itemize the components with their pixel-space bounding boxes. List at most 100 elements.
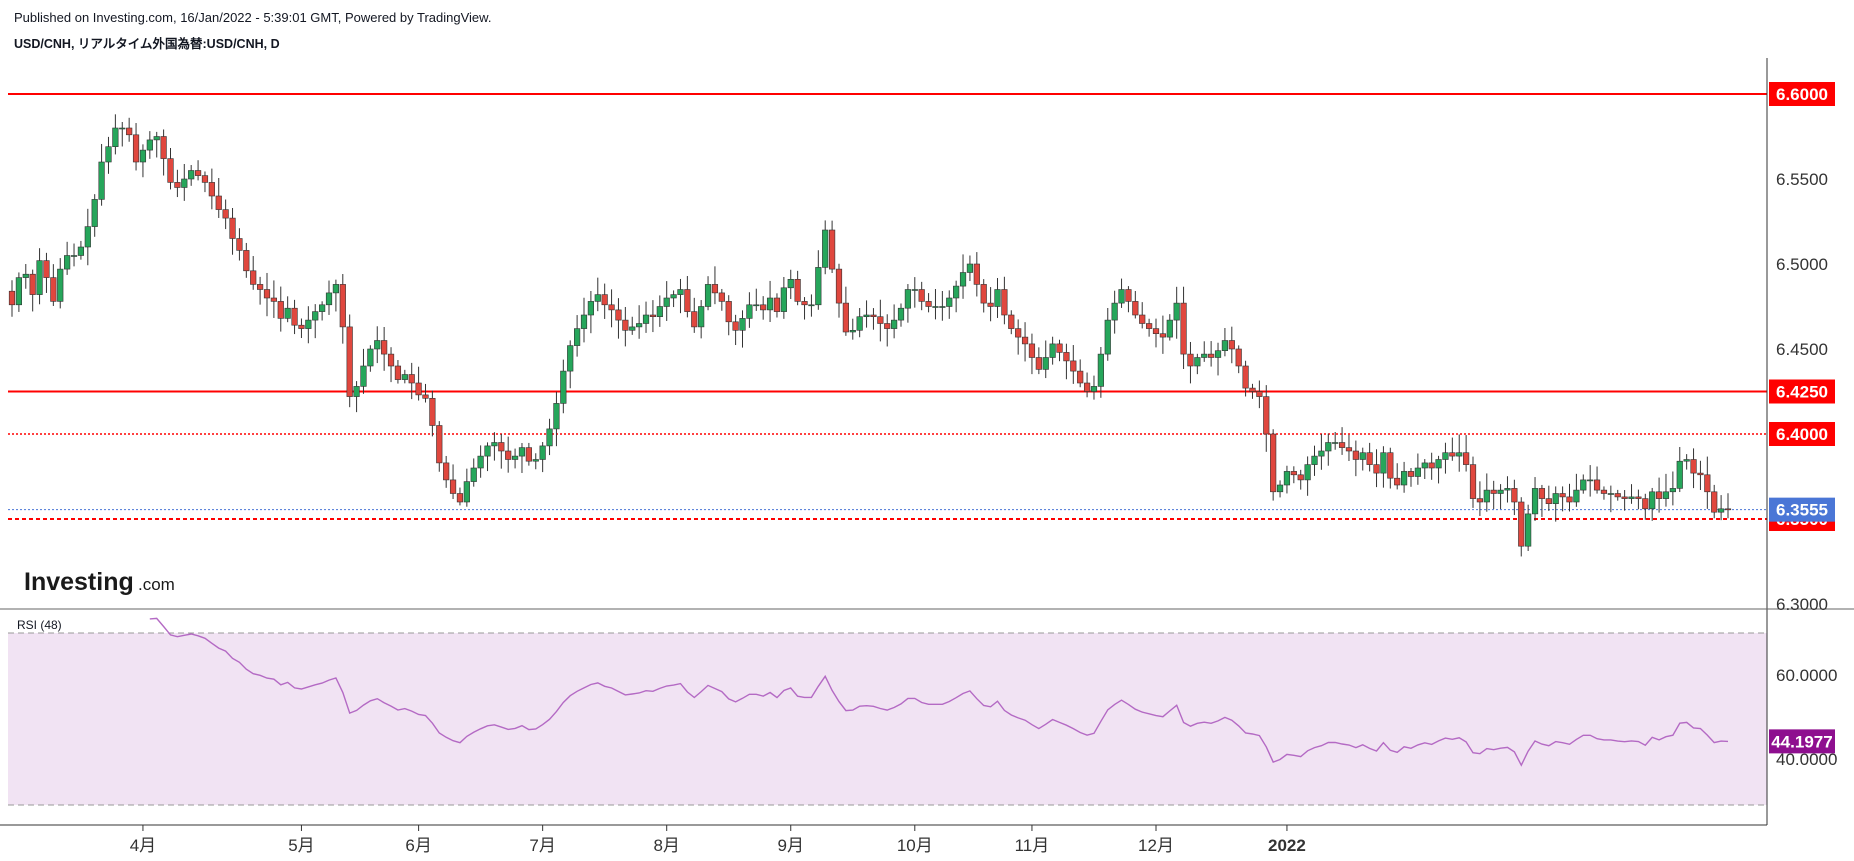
candle [1373,449,1380,488]
candle [870,308,877,330]
candle [1325,433,1332,466]
candle-down-body [1028,343,1036,358]
candle-down-body [718,292,725,302]
candle [132,123,140,171]
price-tag-6.4250-text: 6.4250 [1776,383,1828,402]
candle-up-body [677,289,684,295]
price-tag-6.4250-box [1769,379,1835,404]
candle-down-body [1545,498,1552,505]
candle [828,220,836,273]
candle [1214,342,1222,376]
candle-up-body [484,445,491,457]
candle-down-body [1249,387,1256,392]
candle-down-body [1373,464,1380,474]
candle [580,297,588,343]
candle-down-body [1511,488,1518,503]
candle [1552,486,1559,522]
candle-down-body [1235,348,1242,367]
candle [1407,467,1415,487]
candle [449,464,457,499]
candle-down-body [1394,477,1401,486]
candle [663,281,670,321]
candle [1394,463,1401,490]
candle-down-body [8,290,16,306]
candle-down-body [835,268,843,304]
candle-up-body [84,226,91,248]
candle [360,348,367,394]
candle-up-body [642,314,650,324]
time-tick-label: 5月 [288,836,314,855]
candle-up-body [518,447,526,457]
candle [1070,345,1077,384]
candle-up-body [587,301,594,316]
candle [456,487,464,506]
candle-up-body [780,287,787,312]
candle-down-body [870,314,877,317]
candle [1242,360,1249,397]
candle-down-body [298,324,305,329]
price-axis-labels: 6.30006.35006.40006.45006.50006.55006.60… [1776,85,1828,614]
candle [470,458,477,487]
candle-up-body [98,161,105,200]
candle [822,220,829,275]
candle [1263,385,1270,452]
candle-down-body [408,374,415,384]
candle-down-body [1263,396,1270,435]
candle [1187,341,1194,384]
candle-down-body [29,273,36,295]
candle [1683,454,1690,470]
rsi-axis-labels: 40.0000 60.0000 [1776,666,1837,769]
candle-down-body [1724,508,1732,511]
candle-down-body [732,321,739,331]
price-levels [8,93,1767,520]
candle [1090,375,1098,400]
candle [1490,480,1497,509]
published-note: Published on Investing.com, 16/Jan/2022 … [14,10,492,25]
candle-up-body [594,294,601,302]
candle-down-body [1655,491,1663,499]
candle [57,258,64,309]
candle-up-body [1201,353,1208,358]
candle-up-body [532,459,539,462]
candle-up-body [332,284,340,294]
candle [849,318,856,340]
candle-down-body [387,353,395,367]
candle-up-body [1414,467,1421,477]
candle [842,286,849,336]
candle-up-body [153,136,160,141]
candle-down-body [1015,328,1022,338]
candle-down-body [50,277,57,302]
candle [491,432,498,461]
candle-down-body [1345,447,1353,452]
candle [1414,453,1421,485]
current-price-tag: 6.3555 [1769,497,1835,522]
candle [15,272,22,312]
candle-down-body [877,316,884,324]
candle [1724,493,1732,519]
candle-down-body [615,309,622,321]
time-tick-label: 7月 [529,836,555,855]
candle-down-body [174,182,181,188]
candle [1056,339,1063,362]
candle-up-body [953,285,960,299]
candle-up-body [560,370,567,404]
candle-down-body [622,319,629,331]
candle [1049,336,1056,365]
candle-down-body [222,209,229,219]
time-tick-label: 11月 [1015,836,1050,855]
candle-up-body [739,318,746,331]
candle-down-body [498,442,505,452]
candle [36,248,43,305]
candle [1435,455,1442,484]
candle [64,241,71,275]
candle [1538,484,1546,517]
candle [856,308,863,338]
candle [629,316,636,335]
candle-up-body [188,170,195,180]
candle-down-body [525,447,532,462]
candle [1304,456,1311,496]
candle [1352,440,1359,477]
candle [959,254,967,299]
candle-down-body [208,182,215,197]
time-tick-label: 12月 [1138,836,1174,855]
